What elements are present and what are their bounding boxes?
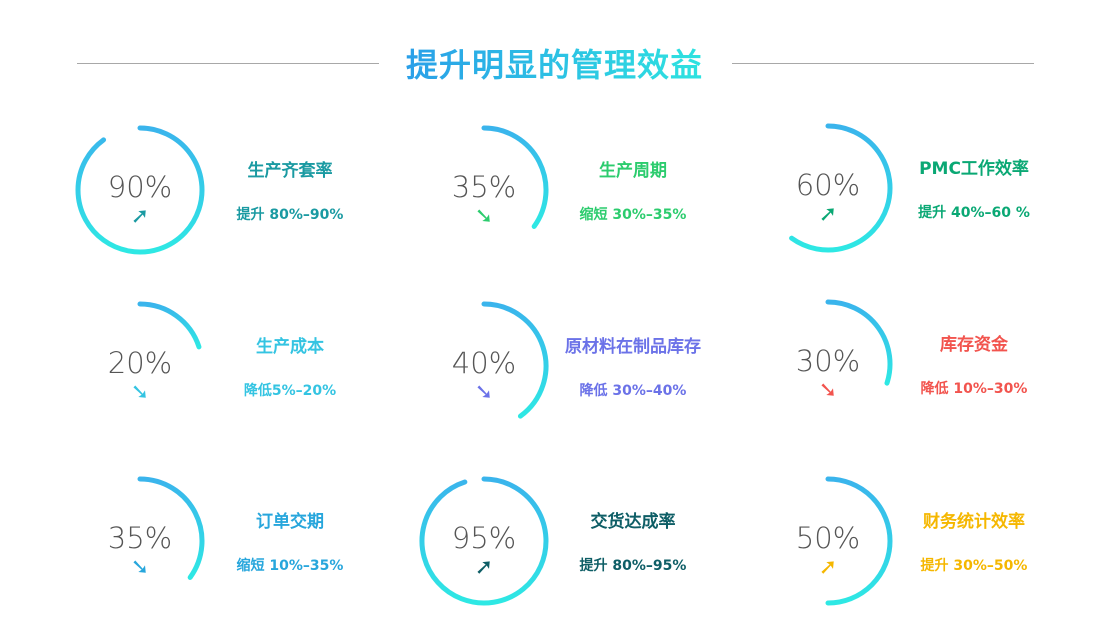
metric-description: 降低 10%–30% (920, 381, 1028, 397)
metric-value: 35% (107, 521, 173, 555)
metric-value: 95% (451, 521, 517, 555)
metric-name: 库存资金 (940, 335, 1008, 355)
metric-value: 40% (451, 346, 517, 380)
metric-name: 生产周期 (599, 161, 667, 181)
progress-arc (137, 476, 205, 580)
metric-value: 20% (107, 346, 173, 380)
metric-description: 降低 30%–40% (579, 383, 687, 399)
arrow-down-icon: ➘ (474, 204, 494, 229)
arrow-down-icon: ➘ (818, 378, 838, 403)
metric-description: 降低5%–20% (243, 383, 337, 399)
progress-arc (481, 125, 549, 229)
page-title-text: 提升明显的管理效益 (405, 46, 703, 84)
metric-value: 50% (795, 521, 861, 555)
metric-value: 60% (795, 168, 861, 202)
metric-value: 35% (451, 170, 517, 204)
arrow-up-icon: ➚ (818, 202, 838, 227)
metric-name: 生产齐套率 (247, 161, 333, 181)
arrow-down-icon: ➘ (130, 380, 150, 405)
progress-arc (419, 476, 549, 606)
progress-arc (825, 299, 893, 386)
metric-name: 财务统计效率 (923, 512, 1025, 532)
arrow-up-icon: ➚ (130, 204, 150, 229)
arrow-down-icon: ➘ (474, 380, 494, 405)
progress-arc (75, 125, 205, 255)
metric-name: PMC工作效率 (919, 159, 1029, 179)
metric-value: 90% (107, 170, 173, 204)
progress-arc (481, 301, 549, 419)
metric-description: 提升 80%–90% (236, 207, 344, 223)
metric-description: 缩短 30%–35% (579, 207, 687, 223)
title-rule-left (77, 63, 379, 64)
metric-description: 提升 80%–95% (579, 558, 687, 574)
metric-name: 交货达成率 (590, 512, 676, 532)
metric-value: 30% (795, 344, 861, 378)
metric-description: 提升 30%–50% (920, 558, 1028, 574)
progress-arc (825, 476, 893, 606)
metric-name: 生产成本 (256, 337, 324, 357)
metric-name: 订单交期 (256, 512, 324, 532)
progress-arc (137, 301, 202, 350)
arrow-up-icon: ➚ (818, 555, 838, 580)
title-rule-right (732, 63, 1034, 64)
arrow-up-icon: ➚ (474, 555, 494, 580)
progress-arc (789, 123, 893, 253)
page-title: 提升明显的管理效益 (0, 40, 1109, 86)
metric-description: 提升 40%–60 % (918, 205, 1030, 221)
metric-name: 原材料在制品库存 (565, 337, 701, 357)
arrow-down-icon: ➘ (130, 555, 150, 580)
metric-description: 缩短 10%–35% (236, 558, 344, 574)
